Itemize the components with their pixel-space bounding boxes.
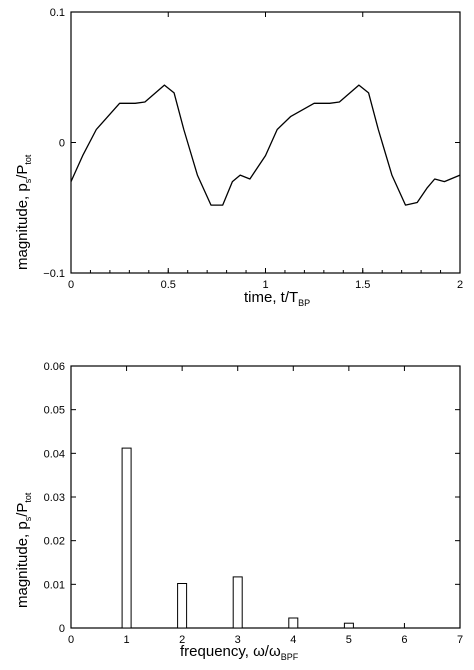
plot-frame-top bbox=[70, 11, 461, 274]
top-axis-ticks: 0 0.5 1 1.5 2−0.100.1 bbox=[43, 7, 463, 291]
x-tick-label-bottom: 7 bbox=[457, 634, 463, 646]
x-tick-label-top: 0 bbox=[68, 279, 74, 291]
spectrum-bar bbox=[177, 583, 188, 629]
bottom-axis-ticks: 0 1 2 3 4 5 6 7 0 0.01 0.02 0.03 0.04 0.05 0.06 bbox=[44, 361, 463, 646]
x-tick-label-bottom: 2 bbox=[179, 634, 185, 646]
y-tick-label-bottom: 0.02 bbox=[44, 536, 65, 548]
x-tick-label-top: 0.5 bbox=[161, 279, 176, 291]
x-tick-label-bottom: 3 bbox=[235, 634, 241, 646]
y-tick-label-bottom: 0.03 bbox=[44, 492, 65, 504]
x-tick-label-bottom: 5 bbox=[346, 634, 352, 646]
magnitude-time-series bbox=[70, 84, 461, 206]
spectrum-bar bbox=[232, 576, 243, 629]
spectrum-bars bbox=[121, 447, 354, 629]
x-tick-label-bottom: 1 bbox=[124, 634, 130, 646]
y-tick-label-bottom: 0.05 bbox=[44, 405, 65, 417]
y-tick-label-bottom: 0 bbox=[59, 623, 65, 635]
x-tick-label-top: 2 bbox=[457, 279, 463, 291]
y-axis-title-bottom: magnitude, ps/Ptot bbox=[14, 492, 33, 608]
x-tick-label-bottom: 0 bbox=[68, 634, 74, 646]
spectrum-bar bbox=[343, 622, 354, 629]
y-tick-label-bottom: 0.01 bbox=[44, 579, 65, 591]
x-tick-label-top: 1.5 bbox=[355, 279, 370, 291]
x-axis-title-top: time, t/TBP bbox=[244, 289, 310, 308]
x-tick-label-top: 1 bbox=[262, 279, 268, 291]
y-tick-label-top: 0.1 bbox=[50, 7, 65, 19]
frequency-spectrum-chart: 0 1 2 3 4 5 6 7 0 0.01 0.02 0.03 0.04 0.05 0.06 freque… bbox=[14, 361, 463, 662]
y-tick-label-top: −0.1 bbox=[43, 268, 65, 280]
time-series-chart: 0 0.5 1 1.5 2−0.100.1 time, t/TBP magnitude,… bbox=[14, 7, 463, 308]
y-axis-title-top: magnitude, ps/Ptot bbox=[14, 154, 33, 270]
y-tick-label-bottom: 0.04 bbox=[44, 448, 65, 460]
x-axis-title-bottom: frequency, ω/ωBPF bbox=[180, 643, 299, 662]
spectrum-bar bbox=[121, 447, 132, 629]
x-tick-label-bottom: 4 bbox=[290, 634, 296, 646]
y-tick-label-bottom: 0.06 bbox=[44, 361, 65, 373]
spectrum-bar bbox=[288, 617, 299, 629]
x-tick-label-bottom: 6 bbox=[401, 634, 407, 646]
y-tick-label-top: 0 bbox=[59, 138, 65, 150]
